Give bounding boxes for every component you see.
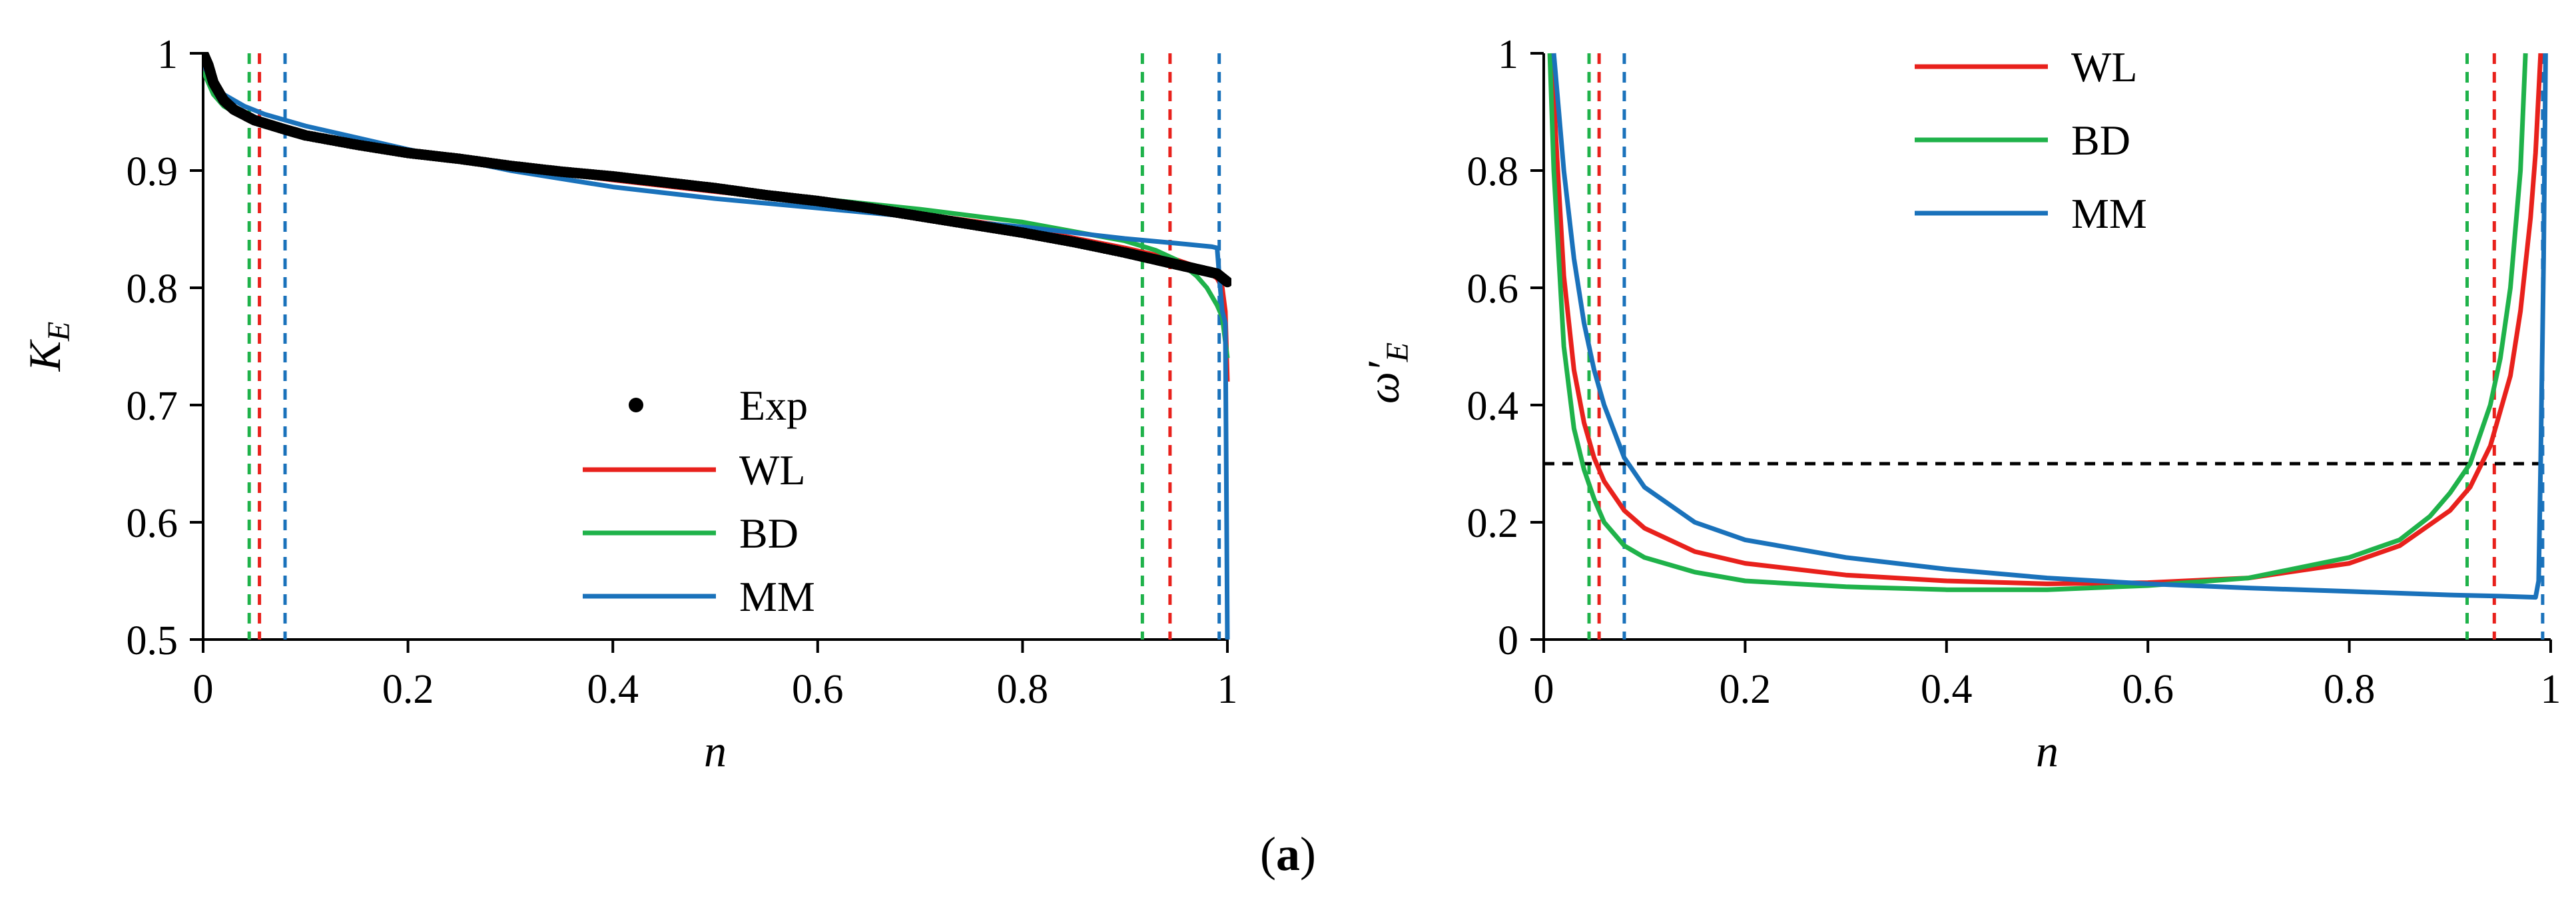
y-axis-label-subscript: E (1380, 342, 1415, 362)
x-tick-label: 1 (2541, 667, 2561, 712)
legend: WL BD MM (1915, 43, 2147, 237)
legend-label-exp: Exp (739, 382, 808, 429)
x-tick-label: 0.2 (1720, 667, 1771, 712)
x-tick-label: 0.8 (997, 667, 1049, 712)
y-tick-label: 0.4 (1467, 384, 1519, 429)
plot-area (203, 52, 1231, 640)
legend-label-bd: BD (739, 510, 799, 557)
y-tick-label: 0.6 (1467, 266, 1519, 312)
y-tick-label: 1 (1498, 32, 1518, 77)
chart-right-omega: 0 0.2 0.4 0.6 0.8 1 0 0.2 0.4 0.6 0.8 1 n ω′E WL BD MM (1358, 32, 2561, 776)
y-tick-label: 0.8 (1467, 149, 1519, 195)
legend-label-bd: BD (2071, 117, 2130, 164)
series-line-mm (203, 63, 1230, 640)
x-tick-label: 0 (193, 667, 214, 712)
x-tick-label: 0.4 (1921, 667, 1973, 712)
y-tick-label: 0.5 (127, 618, 178, 664)
x-tick-label: 0.6 (2122, 667, 2174, 712)
series-line-mm (1551, 53, 2548, 600)
y-axis-label-main: K (19, 338, 70, 372)
y-tick-label: 0.8 (127, 266, 178, 312)
legend-label-mm: MM (2071, 190, 2147, 237)
y-tick-label: 1 (157, 32, 178, 77)
y-tick-label: 0 (1498, 618, 1518, 664)
y-tick-label: 0.7 (127, 384, 178, 429)
series-line-bd (1547, 53, 2528, 592)
legend: Exp WL BD MM (583, 382, 815, 620)
legend-label-wl: WL (739, 446, 806, 494)
figure-caption: (a) (1260, 827, 1316, 881)
y-axis-label-main: ω′ (1358, 361, 1409, 404)
plot-area (1544, 53, 2551, 640)
x-tick-label: 1 (1217, 667, 1238, 712)
caption-open-paren: ( (1260, 827, 1276, 881)
caption-letter: a (1276, 827, 1300, 881)
chart-left-ke: 0.5 0.6 0.7 0.8 0.9 1 0 0.2 0.4 0.6 0.8 1 n KE Exp WL BD… (19, 32, 1238, 776)
series-line-wl (1549, 53, 2543, 586)
y-tick-label: 0.2 (1467, 501, 1519, 546)
y-tick-label: 0.9 (127, 149, 178, 195)
legend-label-mm: MM (739, 573, 815, 620)
caption-close-paren: ) (1300, 827, 1316, 881)
x-axis-label: n (704, 725, 727, 776)
x-tick-label: 0.4 (587, 667, 639, 712)
legend-marker-exp (629, 398, 643, 412)
x-tick-label: 0.6 (792, 667, 844, 712)
x-axis-label: n (2036, 725, 2059, 776)
y-axis-label: ω′E (1358, 342, 1415, 404)
exp-data-point (1222, 276, 1231, 288)
x-tick-label: 0.8 (2324, 667, 2376, 712)
x-tick-label: 0.2 (382, 667, 434, 712)
y-axis-label: KE (19, 322, 77, 372)
y-tick-label: 0.6 (127, 501, 178, 546)
y-axis-label-subscript: E (41, 322, 77, 342)
x-tick-label: 0 (1534, 667, 1554, 712)
legend-label-wl: WL (2071, 43, 2138, 91)
